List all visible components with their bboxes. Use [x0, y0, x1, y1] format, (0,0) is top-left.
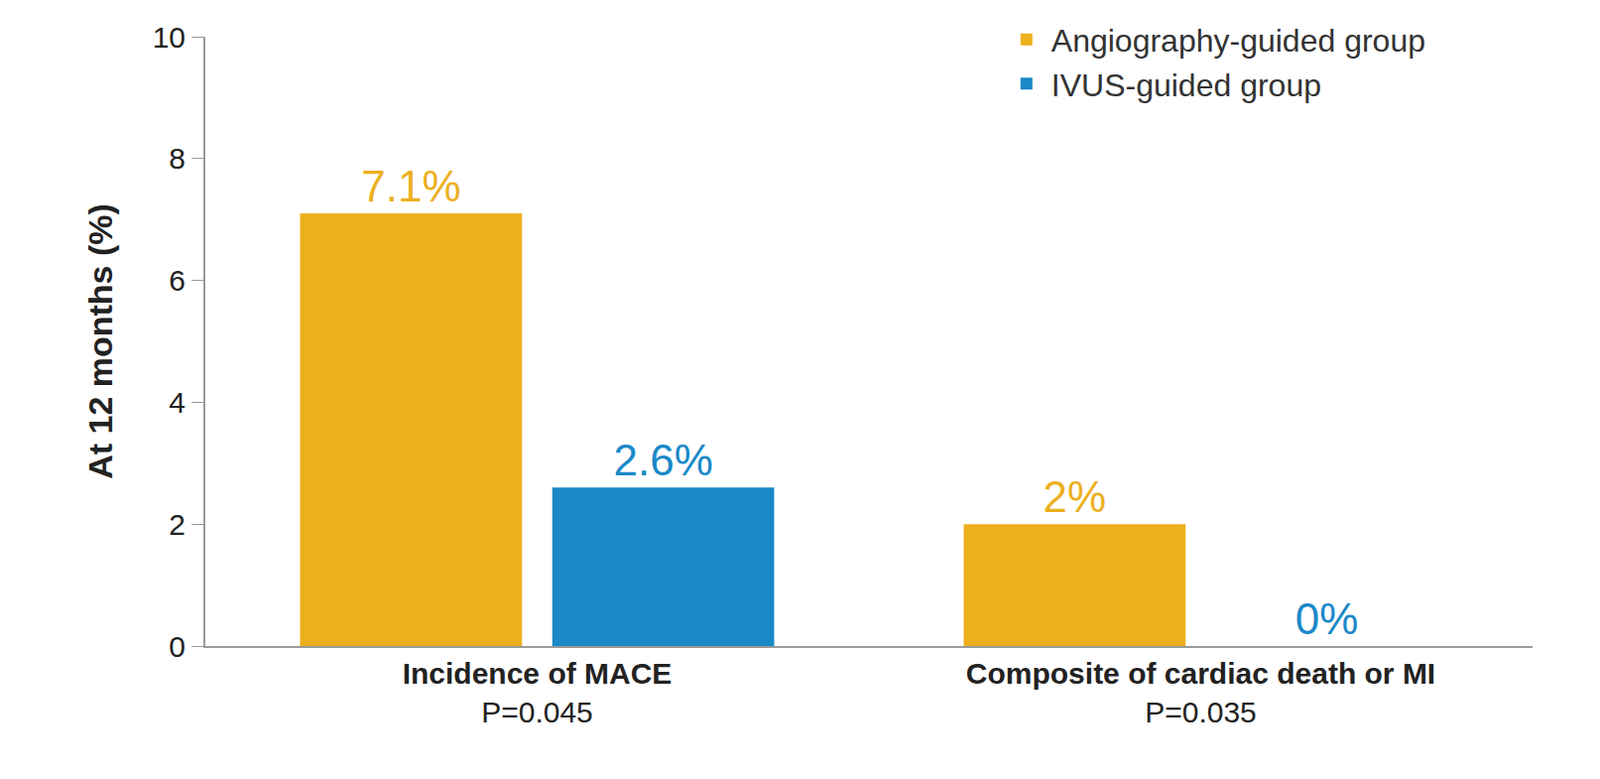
svg-text:0%: 0%	[1295, 594, 1359, 643]
svg-text:2.6%: 2.6%	[613, 435, 713, 485]
svg-text:Composite of cardiac death or: Composite of cardiac death or MIP=0.035	[966, 656, 1436, 729]
svg-text:At 12 months (%): At 12 months (%)	[81, 203, 120, 480]
svg-text:6: 6	[168, 263, 186, 297]
svg-text:Angiography-guided group: Angiography-guided group	[1051, 22, 1426, 59]
svg-text:IVUS-guided group: IVUS-guided group	[1051, 67, 1322, 104]
svg-text:10: 10	[152, 20, 186, 54]
svg-text:2%: 2%	[1043, 472, 1108, 521]
svg-text:8: 8	[168, 141, 186, 175]
svg-text:Incidence of MACEP=0.045: Incidence of MACEP=0.045	[402, 656, 673, 729]
svg-text:7.1%: 7.1%	[361, 161, 461, 211]
svg-text:4: 4	[168, 385, 186, 419]
svg-text:0: 0	[168, 629, 186, 663]
svg-text:2: 2	[168, 507, 186, 541]
